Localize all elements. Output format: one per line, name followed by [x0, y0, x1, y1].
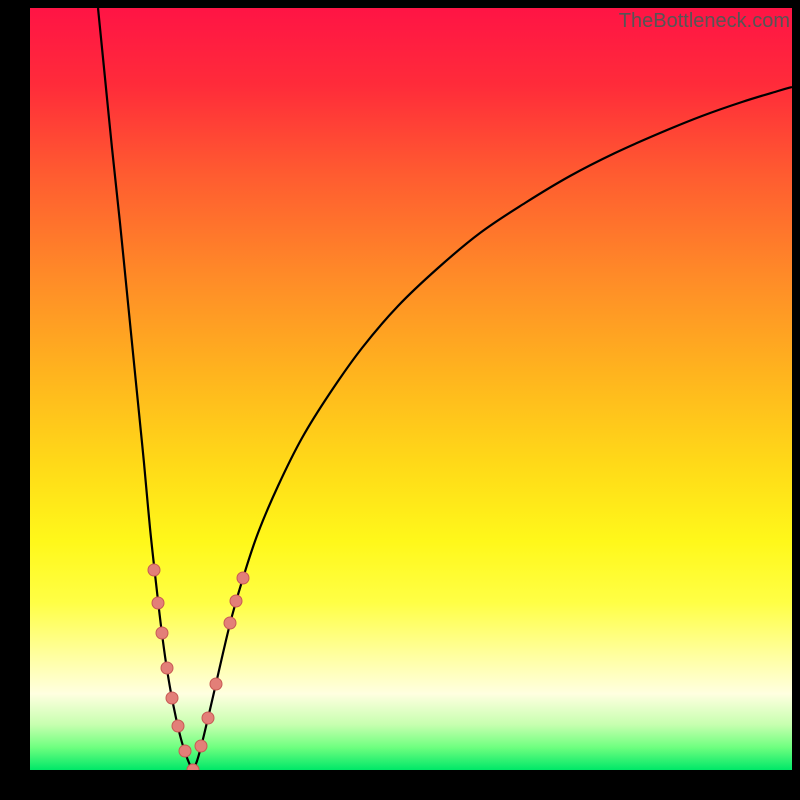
watermark-text: TheBottleneck.com [619, 10, 790, 33]
data-marker [224, 617, 236, 629]
data-marker [179, 745, 191, 757]
data-marker [172, 720, 184, 732]
data-marker [230, 595, 242, 607]
chart-svg [30, 8, 792, 770]
data-marker [161, 662, 173, 674]
data-marker [237, 572, 249, 584]
data-marker [195, 740, 207, 752]
data-marker [210, 678, 222, 690]
plot-area [30, 8, 792, 770]
data-marker [152, 597, 164, 609]
chart-container: TheBottleneck.com [0, 0, 800, 800]
data-marker [202, 712, 214, 724]
gradient-background [30, 8, 792, 770]
data-marker [148, 564, 160, 576]
data-marker [156, 627, 168, 639]
data-marker [166, 692, 178, 704]
